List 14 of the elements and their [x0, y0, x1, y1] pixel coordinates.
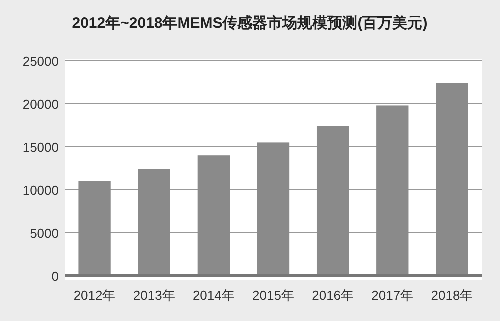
x-tick-label: 2018年: [431, 288, 474, 303]
y-tick-label: 0: [52, 269, 59, 284]
chart-title: 2012年~2018年MEMS传感器市场规模预测(百万美元): [72, 14, 428, 32]
y-tick-label: 15000: [22, 140, 59, 155]
x-tick-label: 2017年: [372, 288, 414, 303]
y-tick-label: 25000: [22, 54, 59, 69]
y-tick-label: 5000: [30, 226, 59, 241]
x-tick-label: 2012年: [74, 288, 116, 303]
x-tick-label: 2016年: [312, 288, 354, 303]
y-tick-label: 20000: [22, 97, 59, 112]
x-tick-label: 2015年: [252, 288, 294, 303]
x-tick-label: 2014年: [192, 288, 235, 303]
x-tick-label: 2013年: [133, 288, 176, 303]
y-tick-label: 10000: [22, 183, 59, 198]
